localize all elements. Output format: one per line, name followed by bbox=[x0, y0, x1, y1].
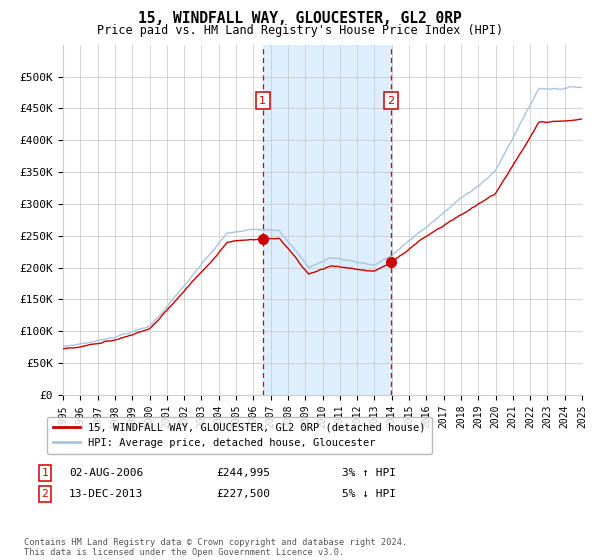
Text: 02-AUG-2006: 02-AUG-2006 bbox=[69, 468, 143, 478]
Bar bbox=[263, 45, 391, 395]
Text: 3% ↑ HPI: 3% ↑ HPI bbox=[342, 468, 396, 478]
Text: Price paid vs. HM Land Registry's House Price Index (HPI): Price paid vs. HM Land Registry's House … bbox=[97, 24, 503, 36]
Text: £227,500: £227,500 bbox=[216, 489, 270, 499]
Text: 13-DEC-2013: 13-DEC-2013 bbox=[69, 489, 143, 499]
Text: 2: 2 bbox=[41, 489, 49, 499]
Text: Contains HM Land Registry data © Crown copyright and database right 2024.
This d: Contains HM Land Registry data © Crown c… bbox=[24, 538, 407, 557]
Text: 1: 1 bbox=[259, 96, 266, 106]
Text: 2: 2 bbox=[388, 96, 395, 106]
Text: 15, WINDFALL WAY, GLOUCESTER, GL2 0RP: 15, WINDFALL WAY, GLOUCESTER, GL2 0RP bbox=[138, 11, 462, 26]
Text: £244,995: £244,995 bbox=[216, 468, 270, 478]
Text: 5% ↓ HPI: 5% ↓ HPI bbox=[342, 489, 396, 499]
Text: 1: 1 bbox=[41, 468, 49, 478]
Legend: 15, WINDFALL WAY, GLOUCESTER, GL2 0RP (detached house), HPI: Average price, deta: 15, WINDFALL WAY, GLOUCESTER, GL2 0RP (d… bbox=[47, 417, 431, 454]
